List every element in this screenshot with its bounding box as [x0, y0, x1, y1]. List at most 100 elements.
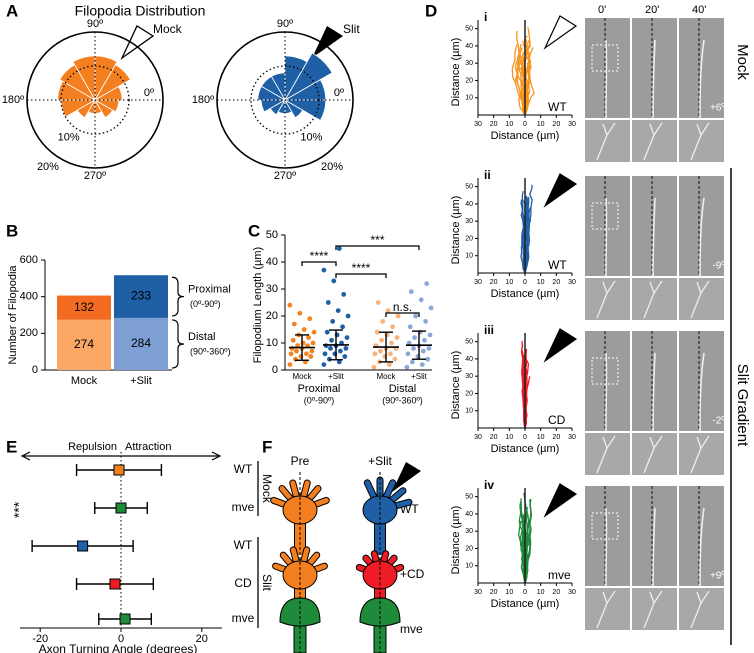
- inset-cone: [643, 280, 663, 319]
- y-tick-label: 40: [266, 256, 278, 268]
- x-axis-label: Distance (µm): [491, 598, 560, 610]
- y-tick-label: 30: [266, 283, 278, 295]
- gradient-icon: [543, 483, 578, 518]
- angle-label: 90º: [87, 18, 103, 30]
- data-point: [321, 267, 327, 273]
- y-tick-label: 20: [266, 310, 278, 322]
- x-tick-label: Mock: [71, 375, 98, 387]
- y-axis-label: Distance (µm): [450, 38, 462, 107]
- data-point: [394, 335, 400, 340]
- x-tick-label: 30: [568, 279, 576, 286]
- data-point: [407, 324, 413, 330]
- data-point: [410, 359, 415, 365]
- angle-label: 270º: [274, 170, 296, 182]
- x-tick-label: 0: [523, 434, 527, 441]
- x-tick-label: 20: [552, 121, 560, 128]
- data-point: [412, 335, 417, 340]
- data-point: [294, 348, 299, 354]
- y-tick-label: 30: [465, 528, 473, 535]
- micrograph-inset: [585, 588, 630, 630]
- y-tick-label: 10: [465, 253, 473, 260]
- data-point: [306, 335, 311, 340]
- plot-name: Mock: [153, 22, 183, 36]
- x-tick-label: 10: [537, 589, 545, 596]
- sector: [59, 64, 97, 102]
- data-point: [336, 246, 342, 251]
- y-tick-label: 50: [465, 25, 473, 32]
- x-tick-label: +Slit: [130, 375, 152, 387]
- gradient-icon: [543, 328, 578, 363]
- roi-box: [591, 44, 619, 72]
- data-point: [325, 300, 331, 305]
- data-point: [322, 351, 328, 357]
- direction-label: Repulsion: [68, 441, 117, 453]
- ring-label: 10%: [58, 132, 80, 144]
- x-tick-label: 0: [523, 121, 527, 128]
- row-label: mve: [232, 500, 255, 514]
- row-numeral: iv: [484, 478, 494, 492]
- side-label: Slit Gradient: [734, 364, 751, 447]
- axon: [652, 507, 656, 587]
- condition-label: Mock: [292, 372, 312, 381]
- mean-marker: [119, 613, 131, 625]
- data-point: [287, 302, 293, 308]
- x-tick-label: 0: [523, 279, 527, 286]
- inset-cone: [643, 435, 663, 474]
- x-tick-label: -20: [32, 633, 48, 645]
- data-point: [308, 354, 314, 359]
- significance-label: ****: [310, 249, 329, 263]
- inset-cone: [690, 590, 710, 629]
- micrograph-inset: [679, 278, 724, 320]
- y-tick-label: 40: [465, 201, 473, 208]
- data-point: [336, 359, 342, 365]
- group-label: Proximal: [298, 383, 341, 395]
- trace: [524, 207, 531, 274]
- data-point: [290, 337, 296, 343]
- trace: [516, 43, 526, 116]
- data-point: [421, 348, 426, 354]
- x-tick-label: 30: [474, 279, 482, 286]
- inset-cone: [596, 122, 616, 161]
- inset-cone: [596, 280, 616, 319]
- column-label: Pre: [291, 454, 310, 468]
- significance-bracket: [335, 273, 387, 278]
- micrograph-inset: [679, 433, 724, 475]
- micrograph-inset: [679, 120, 724, 162]
- data-point: [338, 348, 343, 354]
- y-tick-label: 400: [20, 291, 38, 303]
- data-point: [408, 289, 414, 295]
- direction-label: Attraction: [125, 441, 171, 453]
- data-point: [342, 354, 348, 359]
- data-point: [335, 308, 341, 313]
- bar-segment: [114, 275, 168, 318]
- ring-label: 10%: [300, 132, 322, 144]
- micrograph-inset: [679, 588, 724, 630]
- x-tick-label: 30: [568, 434, 576, 441]
- x-tick-label: 20: [552, 279, 560, 286]
- y-tick-label: 50: [465, 338, 473, 345]
- panel-label: A: [6, 1, 18, 20]
- data-point: [428, 305, 434, 311]
- data-point: [422, 337, 427, 343]
- x-tick-label: 0: [523, 589, 527, 596]
- data-point: [372, 351, 378, 357]
- data-point: [289, 346, 295, 351]
- sector: [57, 80, 97, 101]
- data-point: [323, 343, 329, 349]
- data-point: [385, 308, 391, 313]
- data-point: [288, 351, 294, 357]
- x-tick-label: 30: [474, 434, 482, 441]
- data-point: [324, 329, 330, 335]
- x-tick-label: 10: [537, 279, 545, 286]
- ring: [60, 65, 130, 135]
- group-label: Mock: [260, 474, 274, 504]
- trace: [520, 516, 526, 584]
- y-tick-label: 20: [465, 77, 473, 84]
- region-label: Distal: [188, 331, 216, 343]
- sector: [269, 98, 287, 116]
- x-tick-label: 30: [568, 121, 576, 128]
- bar-segment: [57, 319, 111, 370]
- bar-segment: [114, 317, 168, 370]
- x-axis-label: Distance (µm): [491, 443, 560, 455]
